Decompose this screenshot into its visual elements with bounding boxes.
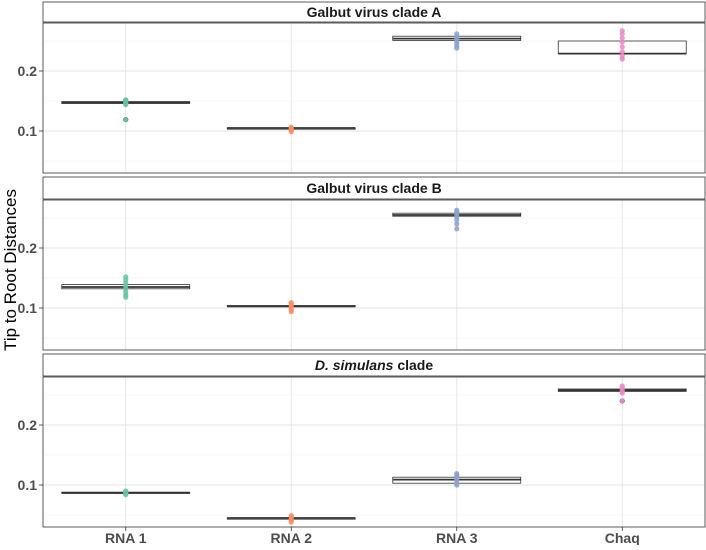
data-point: [619, 53, 625, 59]
data-point: [619, 28, 625, 34]
strip-background: [42, 1, 706, 23]
strip-title-part: Galbut virus clade B: [306, 180, 441, 196]
data-point: [454, 471, 460, 477]
data-point: [619, 35, 625, 41]
panel-background: [43, 377, 705, 527]
panel-1: Galbut virus clade A 0.1 0.2: [18, 1, 706, 174]
data-point: [288, 124, 294, 130]
data-point: [454, 31, 460, 37]
data-point: [619, 49, 625, 55]
strip-title: Galbut virus clade B: [306, 180, 441, 196]
data-point: [454, 221, 460, 227]
panel-2: Galbut virus clade B 0.1 0.2: [18, 176, 706, 351]
data-point: [123, 488, 129, 494]
data-point: [454, 226, 460, 232]
strip-title-part: Galbut virus clade A: [307, 4, 442, 20]
strip-title-part: D. simulans: [315, 357, 394, 373]
y-tick-label: 0.1: [18, 123, 38, 139]
data-point: [619, 383, 625, 389]
data-point: [454, 207, 460, 213]
data-point: [123, 97, 129, 103]
x-tick-label: Chaq: [605, 530, 640, 545]
data-point: [123, 274, 129, 280]
panel-border: [42, 376, 706, 528]
data-point: [619, 44, 625, 50]
outlier-point: [619, 398, 625, 404]
strip-title: D. simulans clade: [315, 357, 433, 373]
outlier-point: [123, 116, 129, 123]
x-tick-label: RNA 3: [436, 530, 478, 545]
y-tick-label: 0.1: [18, 477, 38, 493]
data-point: [288, 513, 294, 519]
panel-border: [42, 199, 706, 351]
panel-border: [42, 22, 706, 174]
panel-background: [43, 200, 705, 350]
panel-3: D. simulans clade 0.1 0.2: [18, 353, 706, 528]
y-axis-title: Tip to Root Distances: [1, 189, 20, 351]
data-point: [288, 300, 294, 306]
y-tick-label: 0.2: [18, 240, 38, 256]
x-tick-label: RNA 2: [271, 530, 313, 545]
y-tick-label: 0.2: [18, 417, 38, 433]
strip-background: [42, 353, 706, 377]
x-tick-label: RNA 1: [105, 530, 147, 545]
data-point: [619, 39, 625, 45]
strip-title: Galbut virus clade A: [307, 4, 442, 20]
strip-background: [42, 176, 706, 200]
strip-title-part: clade: [393, 357, 433, 373]
y-tick-label: 0.2: [18, 63, 38, 79]
y-tick-label: 0.1: [18, 300, 38, 316]
